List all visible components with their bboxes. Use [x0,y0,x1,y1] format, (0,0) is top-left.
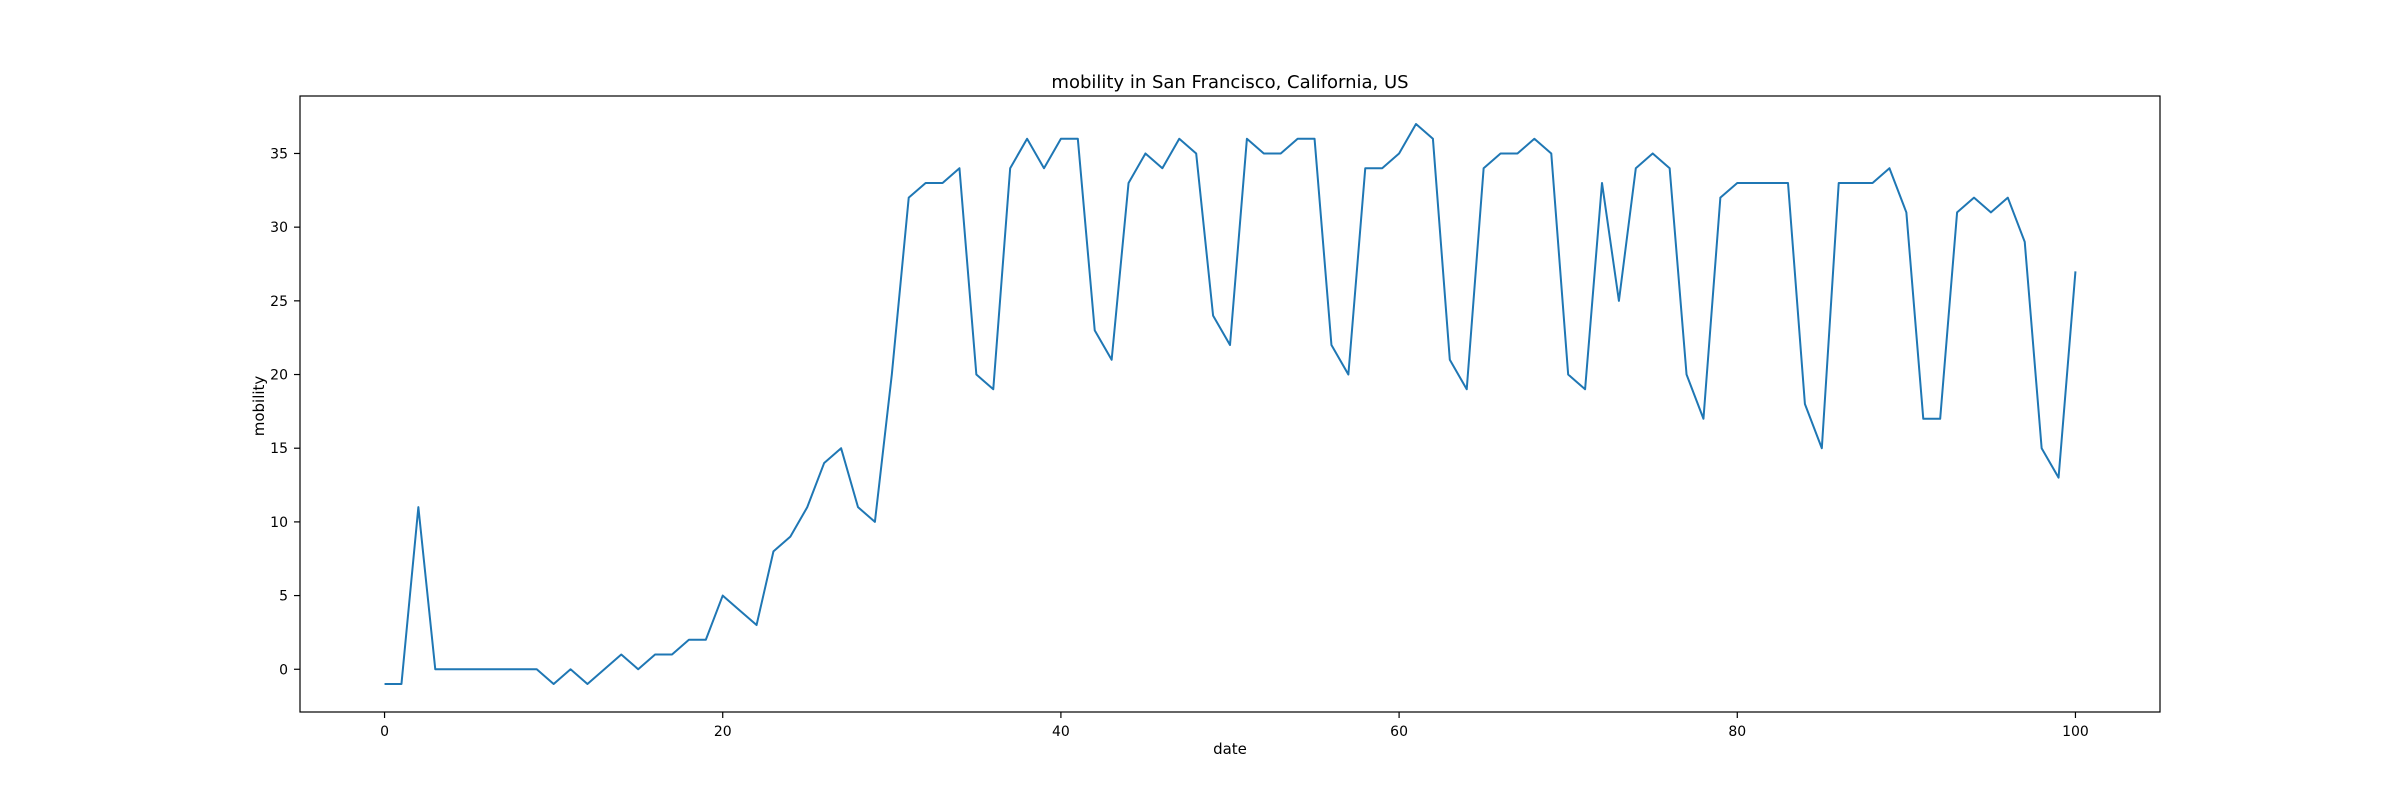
y-axis-label: mobility [250,376,268,437]
x-tick-label: 0 [380,724,389,740]
series-line-0 [384,123,2077,685]
x-axis-label: date [1213,740,1247,758]
y-axis-ticks: 0 5 10 15 20 25 30 35 [270,146,300,678]
x-tick-label: 20 [714,724,732,740]
plot-area-frame [299,95,2161,713]
x-tick-label: 60 [1390,724,1408,740]
y-tick-label: 20 [270,368,288,384]
x-axis-ticks: 0 20 40 60 80 100 [380,712,2089,740]
x-tick-label: 100 [2062,724,2089,740]
y-tick-label: 25 [270,294,288,310]
series-layer [384,123,2077,685]
y-tick-label: 5 [279,589,288,605]
y-tick-label: 0 [279,662,288,678]
y-tick-label: 30 [270,220,288,236]
x-tick-label: 40 [1052,724,1070,740]
chart-title: mobility in San Francisco, California, U… [1051,72,1408,93]
y-tick-label: 35 [270,146,288,162]
y-tick-label: 10 [270,515,288,531]
y-tick-label: 15 [270,441,288,457]
x-tick-label: 80 [1728,724,1746,740]
